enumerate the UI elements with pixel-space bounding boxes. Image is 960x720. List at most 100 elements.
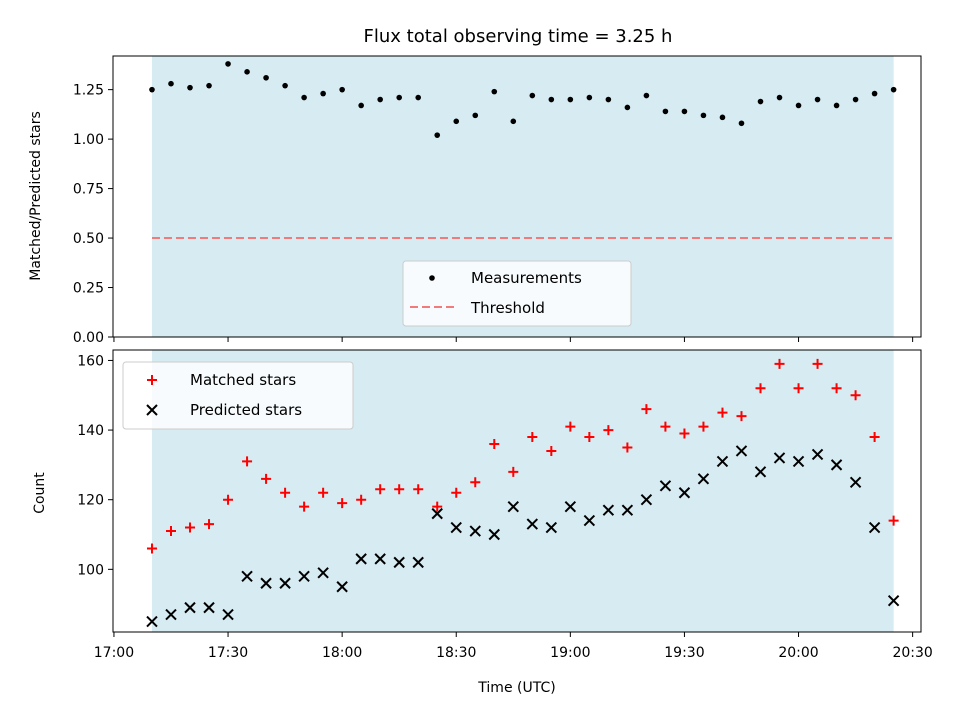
predicted-stars-point bbox=[488, 528, 500, 541]
predicted-stars-point bbox=[868, 521, 881, 534]
count-panel: 100 120 140 160 17:00 17:30 18:00 18:30 19:00 19… bbox=[32, 349, 933, 696]
matched-stars-point bbox=[146, 543, 157, 554]
predicted-stars-point bbox=[203, 601, 215, 614]
y-tick-label: 1.00 bbox=[73, 132, 104, 148]
predicted-stars-point bbox=[184, 601, 196, 614]
y-tick-label: 120 bbox=[77, 493, 104, 509]
y-tick-label: 1.25 bbox=[73, 83, 104, 99]
predicted-stars-point bbox=[507, 500, 519, 513]
x-tick-label: 20:30 bbox=[892, 645, 932, 661]
predicted-stars-point bbox=[773, 452, 786, 464]
count-plot-frame bbox=[112, 349, 922, 633]
predicted-stars-point bbox=[716, 455, 729, 468]
measurement-point bbox=[662, 108, 669, 115]
measurement-point bbox=[149, 86, 155, 93]
matched-stars-point bbox=[565, 421, 576, 432]
matched-stars-point bbox=[774, 358, 785, 369]
matched-stars-point bbox=[242, 456, 253, 467]
predicted-stars-point bbox=[374, 553, 386, 565]
measurement-point bbox=[339, 86, 345, 93]
predicted-stars-point bbox=[830, 459, 843, 471]
measurement-point bbox=[700, 112, 707, 119]
count-legend: Matched stars Predicted stars bbox=[122, 361, 354, 430]
measurement-point bbox=[567, 96, 574, 103]
measurement-point bbox=[757, 98, 764, 105]
predicted-stars-point bbox=[298, 570, 310, 583]
matched-stars-point bbox=[717, 407, 728, 418]
measurement-point bbox=[225, 61, 231, 67]
predicted-stars-point bbox=[754, 466, 767, 478]
legend-label-matched-stars: Matched stars bbox=[190, 371, 296, 389]
matched-stars-point bbox=[698, 421, 709, 432]
matched-stars-point bbox=[508, 466, 519, 477]
measurement-point bbox=[890, 86, 897, 93]
matched-stars-point bbox=[413, 484, 424, 495]
measurement-point bbox=[187, 84, 193, 91]
measurement-point bbox=[472, 112, 479, 119]
measurement-point bbox=[605, 96, 612, 103]
legend-box bbox=[122, 361, 354, 430]
matched-stars-point bbox=[375, 484, 386, 495]
matched-stars-point bbox=[337, 498, 348, 509]
matched-stars-point bbox=[641, 404, 652, 415]
predicted-stars-point bbox=[450, 521, 462, 534]
measurement-point bbox=[795, 102, 802, 109]
y-tick-label: 140 bbox=[77, 423, 104, 439]
measurement-point bbox=[396, 94, 402, 101]
ratio-plot-frame bbox=[112, 55, 922, 338]
y-tick-label: 0.50 bbox=[73, 231, 104, 247]
ratio-panel: 0.00 0.25 0.50 0.75 1.00 1.25 Flux total obse… bbox=[28, 26, 922, 346]
matched-stars-point bbox=[584, 432, 595, 443]
x-tick-label: 20:00 bbox=[778, 645, 818, 661]
measurement-point bbox=[282, 82, 288, 89]
measurement-point bbox=[529, 92, 536, 99]
measurement-point bbox=[586, 94, 593, 101]
measurement-point bbox=[510, 118, 517, 125]
measurement-point bbox=[415, 94, 422, 101]
matched-stars-point bbox=[546, 445, 557, 456]
x-axis-label: Time (UTC) bbox=[477, 680, 555, 696]
predicted-stars-point bbox=[526, 518, 539, 530]
measurement-point bbox=[624, 104, 631, 111]
matched-stars-point bbox=[793, 383, 804, 394]
measurement-point bbox=[301, 94, 307, 101]
measurement-point bbox=[377, 96, 383, 103]
predicted-stars-point bbox=[640, 493, 653, 506]
y-tick-label: 0.75 bbox=[73, 182, 104, 198]
predicted-stars-point bbox=[317, 567, 329, 579]
x-tick-label: 18:30 bbox=[436, 645, 476, 661]
measurement-point bbox=[643, 92, 650, 99]
predicted-stars-point bbox=[678, 487, 691, 499]
ratio-legend: Measurements Threshold bbox=[402, 260, 632, 327]
matched-stars-point bbox=[223, 494, 234, 505]
legend-label-threshold: Threshold bbox=[470, 299, 545, 317]
matched-stars-point bbox=[356, 494, 367, 505]
measurement-point bbox=[434, 132, 441, 138]
x-tick-label: 18:00 bbox=[322, 645, 362, 661]
measurement-point bbox=[776, 94, 783, 101]
predicted-stars-point bbox=[241, 570, 253, 583]
ratio-y-axis-label: Matched/Predicted stars bbox=[28, 111, 44, 281]
predicted-stars-point bbox=[260, 577, 272, 589]
matched-stars-point bbox=[850, 390, 861, 401]
matched-stars-point bbox=[432, 501, 443, 512]
matched-stars-point bbox=[470, 477, 481, 488]
measurement-point bbox=[206, 82, 212, 89]
predicted-stars-point bbox=[431, 507, 443, 520]
measurement-point bbox=[833, 102, 840, 109]
predicted-stars-point bbox=[583, 514, 596, 527]
chart-title: Flux total observing time = 3.25 h bbox=[364, 26, 673, 47]
matched-stars-point bbox=[166, 526, 176, 537]
measurement-point bbox=[852, 96, 859, 103]
count-y-axis-label: Count bbox=[32, 472, 48, 514]
legend-matched-marker bbox=[147, 375, 157, 385]
legend-measurements-marker bbox=[429, 275, 435, 281]
matched-stars-point bbox=[451, 487, 462, 498]
predicted-stars-point bbox=[545, 521, 558, 534]
y-tick-label: 100 bbox=[77, 562, 104, 578]
matched-stars-point bbox=[603, 425, 614, 436]
measurements-series bbox=[149, 61, 897, 138]
predicted-stars-point bbox=[621, 504, 634, 516]
measurement-point bbox=[871, 90, 878, 97]
